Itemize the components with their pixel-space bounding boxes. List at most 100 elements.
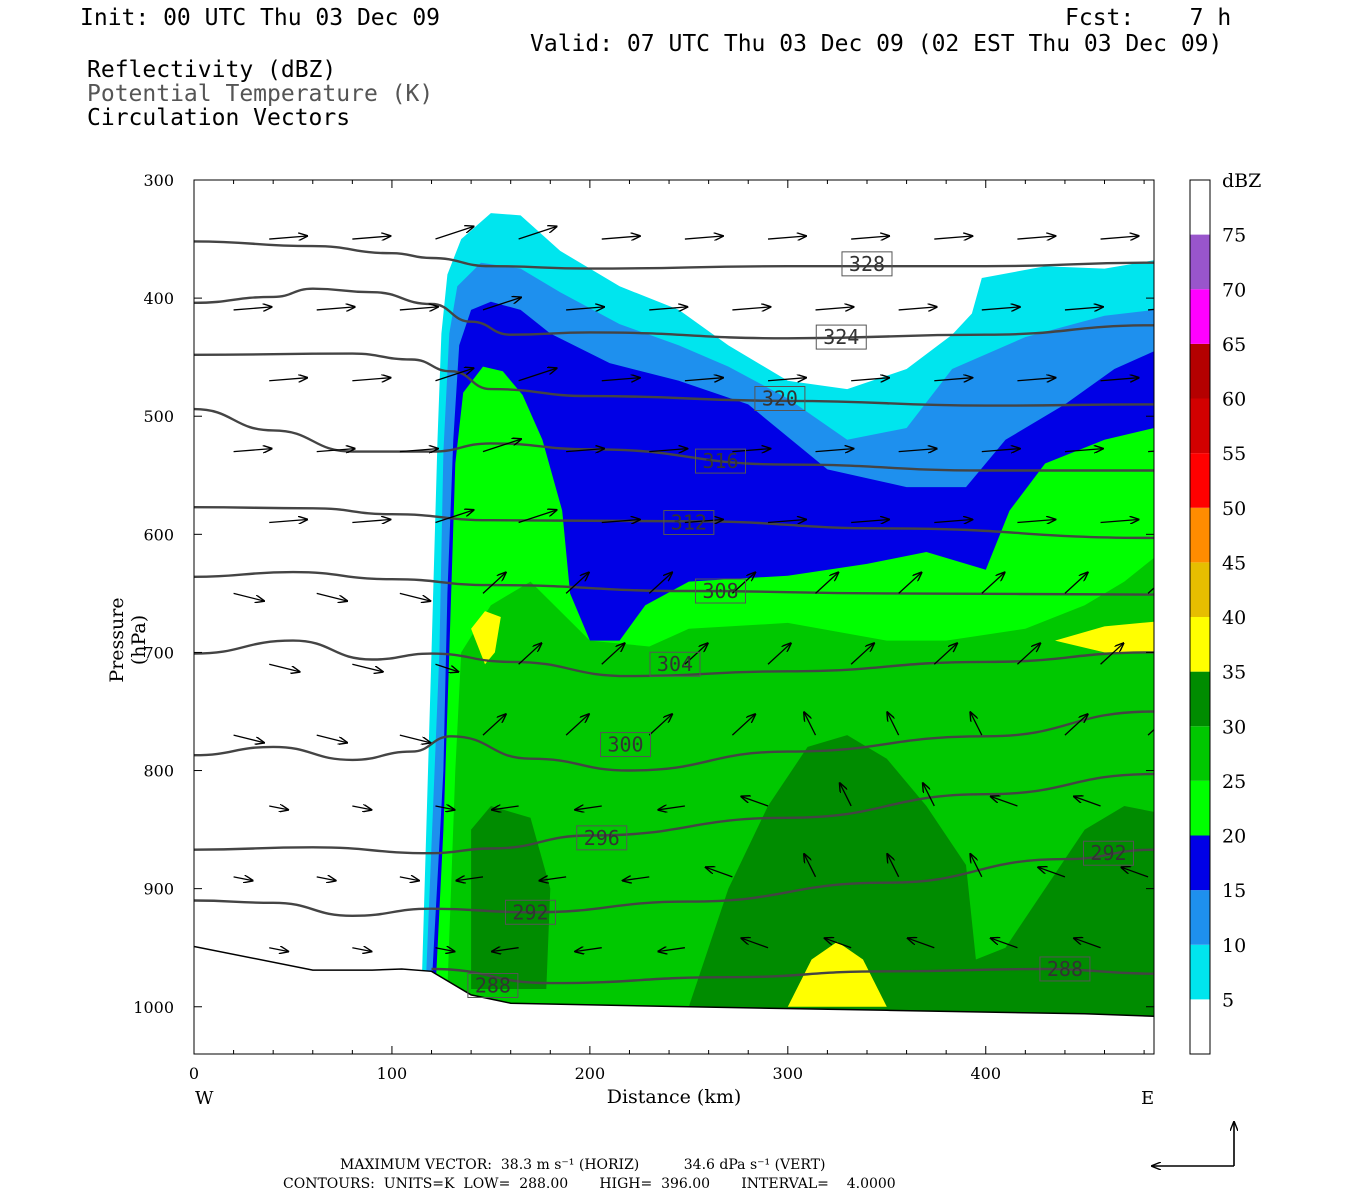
contour-label-292: 292 — [1090, 841, 1126, 865]
contour-label-box — [649, 651, 701, 677]
circulation-vector — [540, 877, 567, 881]
circulation-vector — [1147, 728, 1154, 736]
circulation-vector — [352, 378, 390, 381]
circulation-vector — [649, 449, 687, 452]
circulation-vector — [732, 449, 770, 452]
circulation-vector — [316, 449, 355, 452]
circulation-vector — [492, 948, 519, 952]
contour-label-box — [504, 899, 556, 925]
circulation-vector — [649, 307, 687, 310]
y-tick-label: 1000 — [133, 998, 174, 1017]
circulation-vector — [316, 877, 336, 881]
reference-vector-icon — [1152, 1122, 1234, 1166]
circulation-vector — [518, 227, 557, 240]
circulation-vector — [851, 236, 889, 239]
circulation-vector — [316, 592, 347, 601]
circulation-vector — [233, 734, 264, 743]
theta-contour-328 — [194, 240, 1154, 270]
circulation-vector — [981, 573, 1005, 594]
circulation-vector — [923, 783, 935, 807]
theta-contour-324 — [194, 287, 1154, 340]
circulation-vector — [981, 449, 1020, 452]
circulation-vector — [731, 573, 755, 594]
circulation-vector — [815, 573, 839, 594]
circulation-vector — [233, 877, 253, 881]
circulation-vector — [269, 378, 307, 381]
circulation-vector — [1064, 573, 1088, 594]
circulation-vector — [1064, 307, 1103, 310]
circulation-vector — [741, 938, 769, 949]
x-tick-label: 200 — [575, 1064, 606, 1083]
colorbar-cell — [1190, 835, 1210, 891]
circulation-vector — [991, 797, 1018, 807]
colorbar-cell — [1190, 453, 1210, 508]
init-time: Init: 00 UTC Thu 03 Dec 09 — [80, 5, 441, 31]
colorbar-label: 50 — [1222, 498, 1246, 520]
circulation-vector — [1157, 797, 1184, 806]
circulation-vector — [934, 520, 972, 523]
x-axis-label: Distance (km) — [606, 1086, 742, 1108]
circulation-vector — [684, 236, 723, 239]
colorbar-cell — [1190, 562, 1210, 617]
circulation-vector — [352, 948, 371, 952]
valid-time: Valid: 07 UTC Thu 03 Dec 09 (02 EST Thu … — [530, 31, 1223, 57]
circulation-vector — [233, 592, 264, 601]
circulation-vector — [815, 307, 854, 310]
colorbar-label: 10 — [1222, 935, 1246, 957]
contour-label-324: 324 — [823, 325, 859, 349]
contour-label-box — [576, 825, 628, 851]
circulation-vector — [1147, 587, 1154, 594]
theta-contour-296 — [194, 772, 1154, 855]
circulation-vector — [1100, 643, 1124, 665]
contour-label-box — [754, 386, 806, 411]
circulation-vector — [435, 227, 473, 240]
circulation-vector — [908, 938, 935, 949]
circulation-vector — [767, 236, 806, 239]
circulation-vector — [815, 449, 854, 452]
y-tick-label: 400 — [143, 289, 174, 308]
circulation-vector — [1100, 236, 1139, 239]
colorbar-cell — [1190, 617, 1210, 672]
colorbar-label: 5 — [1222, 989, 1234, 1011]
theta-contour-300 — [194, 710, 1154, 772]
colorbar-label: 45 — [1222, 552, 1246, 574]
circulation-vector — [566, 307, 604, 310]
east-label: E — [1141, 1088, 1155, 1109]
colorbar-label: 55 — [1222, 443, 1246, 465]
circulation-vector — [850, 643, 874, 665]
circulation-vector — [934, 236, 972, 239]
circulation-vector — [981, 307, 1020, 310]
circulation-vector — [492, 806, 519, 810]
circulation-vector — [482, 573, 506, 594]
circulation-vector — [648, 714, 672, 736]
colorbar-cell — [1190, 726, 1210, 781]
circulation-vector — [601, 520, 640, 523]
contour-info: CONTOURS: UNITS=K LOW= 288.00 HIGH= 396.… — [283, 1176, 896, 1192]
circulation-vector — [482, 439, 521, 453]
circulation-vector — [399, 734, 430, 743]
colorbar-label: 25 — [1222, 771, 1246, 793]
circulation-vector — [741, 797, 769, 807]
circulation-vector — [898, 573, 922, 594]
theta-contour-308 — [194, 570, 1154, 596]
y-tick-label: 500 — [143, 407, 174, 426]
circulation-vector — [269, 520, 307, 523]
circulation-vector — [731, 714, 755, 736]
colorbar-frame — [1189, 179, 1211, 1055]
terrain-line — [194, 945, 1154, 1017]
contour-label-box — [1082, 840, 1134, 866]
circulation-vector — [1064, 714, 1088, 736]
circulation-vector — [767, 378, 806, 381]
west-label: W — [195, 1088, 214, 1109]
colorbar-label: 15 — [1222, 880, 1246, 902]
circulation-vector — [482, 714, 506, 736]
circulation-vector — [456, 877, 484, 881]
circulation-vector — [601, 643, 625, 665]
circulation-vector — [316, 307, 355, 310]
circulation-vector — [1100, 378, 1139, 381]
circulation-vector — [1017, 520, 1055, 523]
theta-contour-288 — [431, 967, 1154, 985]
circulation-vector — [1122, 867, 1149, 878]
circulation-vector — [233, 449, 272, 452]
circulation-vector — [658, 806, 685, 810]
